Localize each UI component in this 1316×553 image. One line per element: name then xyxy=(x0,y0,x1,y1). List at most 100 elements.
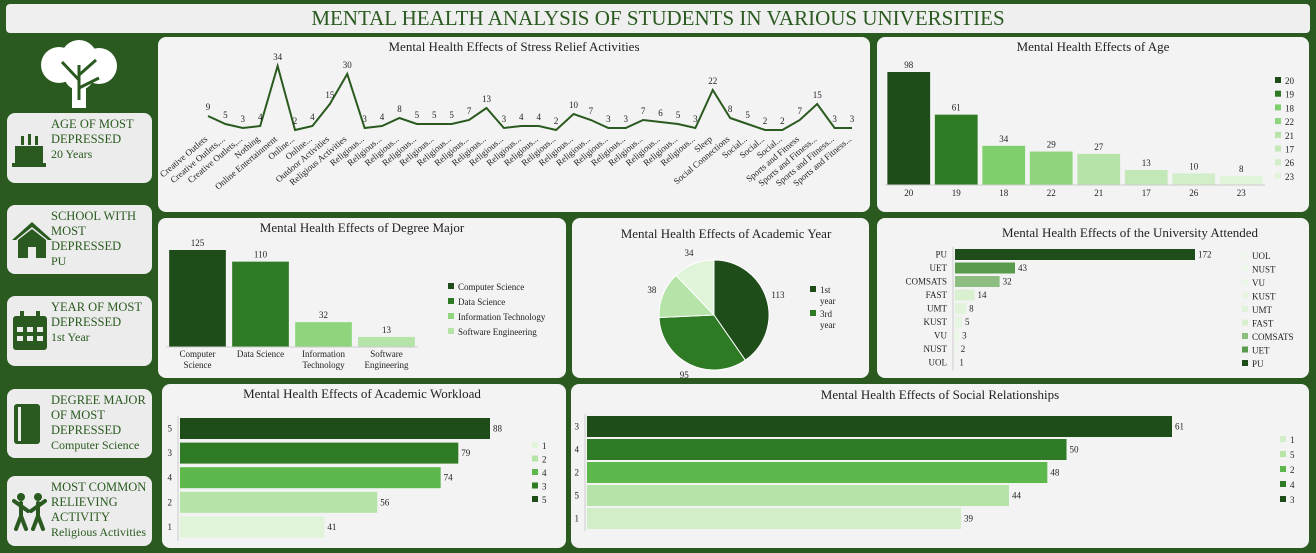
data-label: 2 xyxy=(554,116,559,126)
bar xyxy=(1172,173,1216,185)
legend-label: Software Engineering xyxy=(458,327,537,337)
data-label: 34 xyxy=(999,134,1009,144)
data-label: 13 xyxy=(1142,158,1152,168)
panel xyxy=(158,37,870,212)
bar xyxy=(180,418,490,439)
kpi-card: AGE OF MOST DEPRESSED 20 Years xyxy=(7,113,152,183)
data-label: 2 xyxy=(961,344,966,354)
legend-label: 21 xyxy=(1285,131,1294,141)
data-label: 7 xyxy=(641,106,646,116)
legend-swatch xyxy=(1275,131,1281,138)
x-tick-label-line: Computer xyxy=(180,349,216,359)
kpi-card: YEAR OF MOST DEPRESSED 1st Year xyxy=(7,296,152,366)
legend-label-line: year xyxy=(820,296,836,306)
bar xyxy=(180,491,378,513)
legend-label: 23 xyxy=(1285,172,1295,182)
data-label: 10 xyxy=(569,100,579,110)
data-label: 44 xyxy=(1012,491,1022,501)
y-tick-label: COMSATS xyxy=(905,277,947,287)
legend-label: 3rd year xyxy=(820,309,836,330)
y-tick-label: 3 xyxy=(575,422,580,432)
data-label: 3 xyxy=(606,114,611,124)
data-label: 56 xyxy=(380,497,390,507)
bar xyxy=(1029,151,1073,185)
data-label: 3 xyxy=(362,114,367,124)
data-label: 5 xyxy=(223,110,228,120)
people-icon xyxy=(12,493,47,531)
legend-swatch xyxy=(532,482,538,489)
data-label: 13 xyxy=(482,94,492,104)
data-label: 14 xyxy=(978,290,988,300)
chart-title: Mental Health Effects of Age xyxy=(1017,39,1170,54)
kpi-label: DEGREE MAJOR OF MOST DEPRESSED xyxy=(51,393,146,437)
data-label: 74 xyxy=(444,473,454,483)
legend-swatch xyxy=(1275,77,1281,83)
x-tick-label-line: Science xyxy=(184,360,212,370)
data-label: 5 xyxy=(415,110,420,120)
data-label: 172 xyxy=(1198,250,1212,260)
data-label: 6 xyxy=(658,108,663,118)
x-tick-label: 17 xyxy=(1142,188,1152,198)
legend-label: 17 xyxy=(1285,145,1295,155)
legend-swatch xyxy=(1242,333,1248,339)
chart-title: Mental Health Effects of Degree Major xyxy=(260,220,465,235)
legend-label: 5 xyxy=(1290,450,1295,460)
legend-label: UET xyxy=(1252,346,1270,356)
legend-swatch xyxy=(448,313,454,319)
data-label: 1 xyxy=(959,358,964,368)
legend-label: 26 xyxy=(1285,158,1295,168)
data-label: 3 xyxy=(502,114,507,124)
legend-swatch xyxy=(448,328,454,334)
data-label: 4 xyxy=(536,112,541,122)
data-label: 13 xyxy=(382,325,392,335)
legend-label-line: 3rd xyxy=(820,309,832,319)
pie-slice xyxy=(713,259,770,361)
bar xyxy=(1124,170,1168,185)
data-label: 4 xyxy=(519,112,524,122)
data-label: 7 xyxy=(467,106,472,116)
legend-label: 1 xyxy=(1290,435,1295,445)
x-tick-label: Information Technology xyxy=(302,349,345,370)
legend-swatch xyxy=(1275,159,1281,166)
data-label: 5 xyxy=(965,317,970,327)
bar xyxy=(955,289,975,301)
y-tick-label: 2 xyxy=(575,468,580,478)
y-tick-label: 1 xyxy=(168,522,173,532)
y-tick-label: 4 xyxy=(168,473,173,483)
bar xyxy=(1077,153,1121,185)
x-tick-label: 18 xyxy=(999,188,1009,198)
y-tick-label: FAST xyxy=(926,290,948,300)
x-tick-label: 21 xyxy=(1094,188,1103,198)
legend-swatch xyxy=(810,286,816,292)
legend-swatch xyxy=(1280,496,1286,502)
chart-title: Mental Health Effects of Social Relation… xyxy=(821,387,1059,402)
legend-label: PU xyxy=(1252,359,1264,369)
kpi-value: Religious Activities xyxy=(51,525,146,539)
y-tick-label: 5 xyxy=(168,424,173,434)
data-label: 61 xyxy=(1175,422,1184,432)
data-label: 2 xyxy=(763,116,768,126)
legend-label-line: 1st xyxy=(820,285,831,295)
y-tick-label: KUST xyxy=(923,317,947,327)
legend-label: FAST xyxy=(1252,319,1274,329)
kpi-value: 1st Year xyxy=(51,330,90,344)
data-label: 22 xyxy=(708,76,717,86)
data-label: 34 xyxy=(685,248,695,258)
legend-swatch xyxy=(1280,451,1286,457)
data-label: 4 xyxy=(258,112,263,122)
legend-swatch xyxy=(1242,360,1248,366)
legend-swatch xyxy=(1242,319,1248,326)
bar xyxy=(955,343,958,355)
legend-label: 19 xyxy=(1285,90,1295,100)
line xyxy=(207,62,852,132)
data-label: 43 xyxy=(1018,263,1028,273)
bar xyxy=(955,276,1000,287)
legend-label: 1 xyxy=(542,441,547,451)
bar xyxy=(982,145,1026,185)
legend-label: 22 xyxy=(1285,117,1294,127)
y-tick-label: 2 xyxy=(168,497,173,507)
data-label: 29 xyxy=(1047,140,1057,150)
data-label: 8 xyxy=(1239,164,1244,174)
